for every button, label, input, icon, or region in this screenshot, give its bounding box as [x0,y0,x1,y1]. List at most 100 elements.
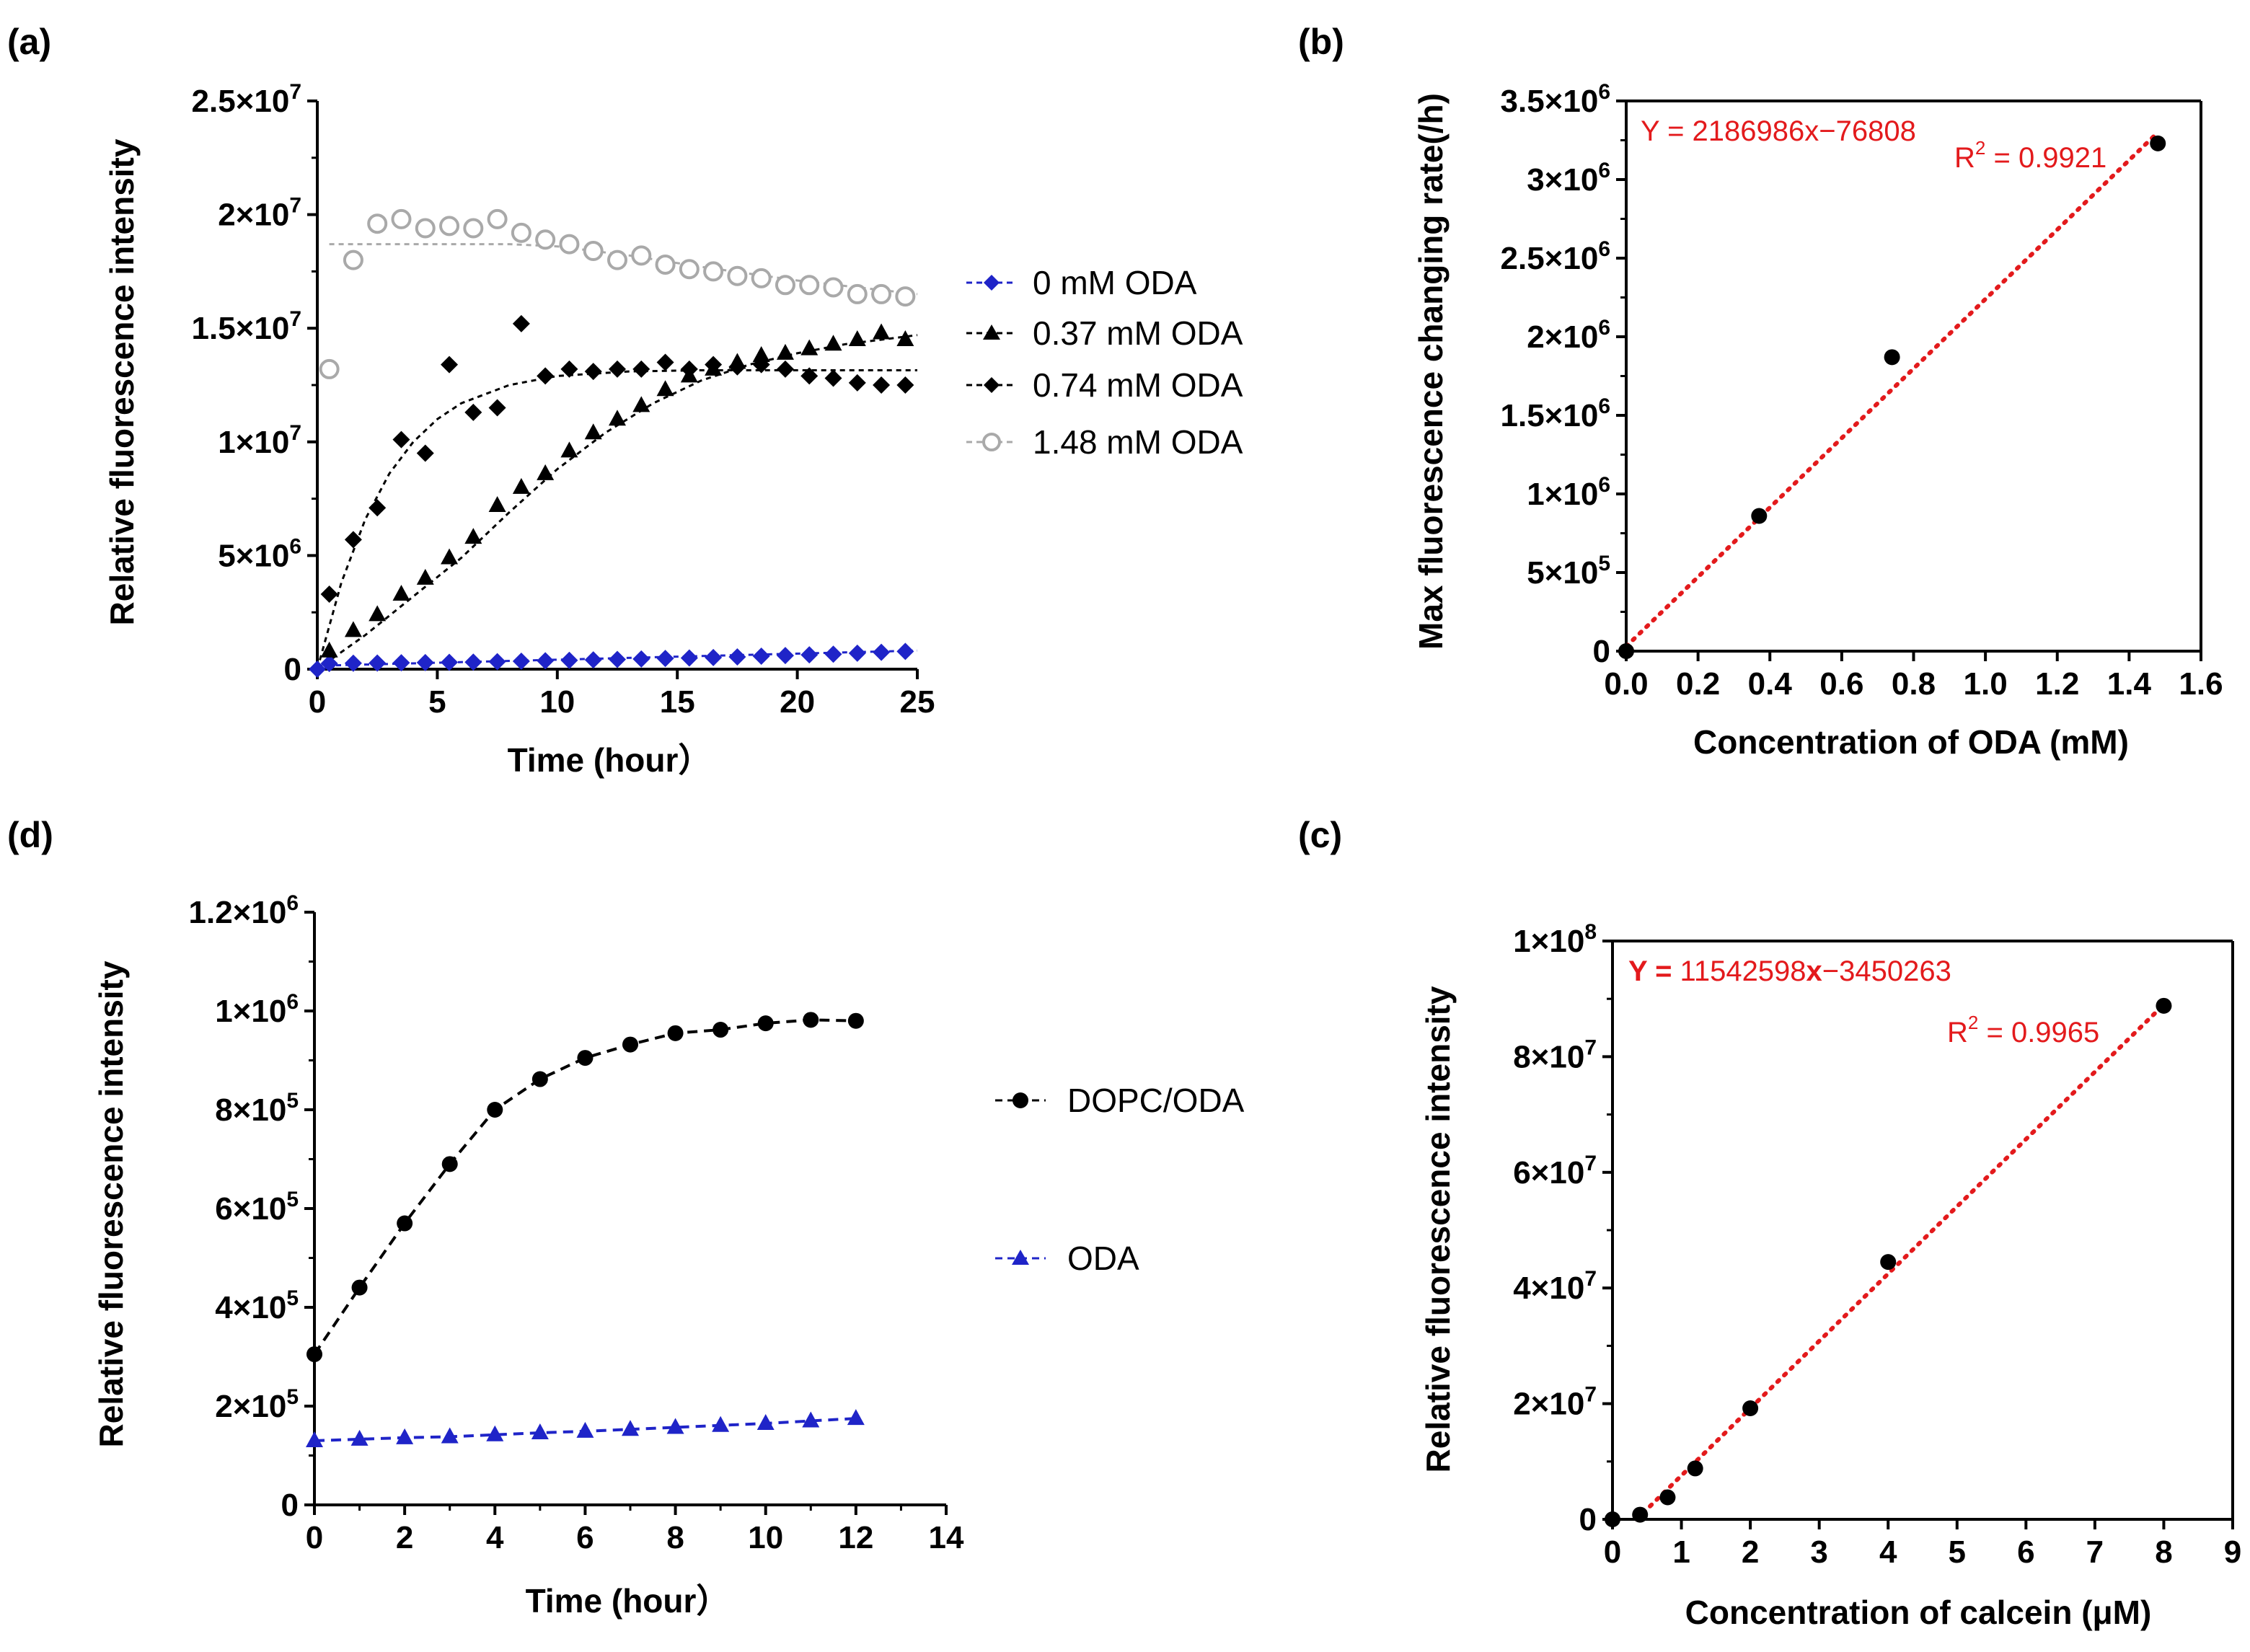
point-a-s0-0 [309,661,326,678]
panel-c-r2-prefix: R [1947,1017,1968,1048]
point-d-s1-0 [306,1431,323,1447]
panel-a-fit-curves [316,243,918,671]
point-d-s1-9 [712,1415,730,1432]
point-a-s3-9 [535,229,556,250]
x-tick-label: 2 [396,1520,413,1555]
point-b-3 [2150,135,2166,151]
x-tick-label: 6 [2017,1534,2034,1570]
legend-a-label-2: 0.74 mM ODA [1033,366,1243,404]
point-a-s3-5 [439,216,460,237]
y-tick-exponent: 6 [286,891,299,915]
point-a-s3-12 [607,249,627,270]
point-d-s1-8 [666,1418,684,1434]
x-tick-label: 4 [1879,1534,1897,1570]
point-d-s1-3 [441,1427,459,1444]
y-tick-label: 2×107 [218,194,301,233]
point-a-s2-14 [656,353,674,371]
panel-d-legend: DOPC/ODA ODA [995,1082,1245,1277]
point-d-s0-12 [847,1012,864,1029]
y-tick-exponent: 5 [286,1188,299,1211]
y-tick-label: 1×107 [218,421,301,460]
point-d-s0-8 [667,1025,684,1041]
point-a-s2-3 [392,430,410,449]
point-a-s0-23 [848,644,866,662]
point-a-s3-6 [463,218,484,239]
legend-a-label-1: 0.37 mM ODA [1033,314,1243,352]
panel-b-r2: R2 = 0.9921 [1954,137,2106,174]
panel-c-data-points [1605,997,2172,1527]
point-a-s0-11 [560,651,578,669]
panel-b-y-ticks: 05×1051×1061.5×1062×1062.5×1063×1063.5×1… [1501,80,1626,669]
point-a-s3-4 [415,218,436,239]
point-a-s2-13 [632,360,650,378]
y-tick-base: 6×10 [215,1191,286,1227]
point-a-s2-15 [680,360,698,378]
point-a-s0-9 [512,652,530,670]
y-tick-label: 5×105 [1527,552,1610,591]
x-tick-label: 8 [666,1520,684,1555]
point-d-s0-5 [531,1071,548,1087]
y-tick-exponent: 7 [1584,1267,1597,1291]
point-a-s0-3 [369,654,387,672]
legend-d-label-0: DOPC/ODA [1067,1082,1245,1119]
point-a-s3-19 [775,275,795,296]
y-tick-base: 5×10 [1527,555,1598,591]
point-a-s1-4 [416,568,434,585]
legend-a-item-0: 0 mM ODA [966,264,1197,301]
point-b-1 [1751,508,1768,524]
panel-a-y-label: Relative fluorescence intensity [103,138,141,625]
x-tick-label: 10 [539,684,575,720]
x-tick-label: 1.2 [2035,666,2079,702]
legend-a-item-2: 0.74 mM ODA [966,366,1243,404]
x-tick-label: 1.0 [1964,666,2008,702]
panel-c-equation: Y = 11542598x−3450263 [1628,955,1951,987]
legend-a-item-3: 1.48 mM ODA [966,423,1243,461]
x-tick-label: 1 [1672,1534,1690,1570]
y-tick-label: 3×106 [1527,159,1610,198]
panel-b-equation: Y = 2186986x−76808 [1641,115,1916,147]
point-a-s2-18 [752,355,770,374]
legend-a-label-0: 0 mM ODA [1033,264,1197,301]
legend-d-marker-0 [1012,1092,1028,1108]
point-a-s1-10 [560,441,578,458]
point-a-s0-18 [728,648,746,666]
point-d-s0-4 [487,1102,503,1118]
point-a-s0-1 [320,655,338,673]
point-a-s2-11 [584,363,602,381]
legend-a-marker-3 [982,433,1001,451]
point-a-s2-7 [488,399,506,417]
point-a-s1-0 [320,641,338,658]
point-a-s2-8 [512,314,530,332]
y-tick-exponent: 7 [1584,1383,1597,1407]
x-tick-label: 8 [2155,1534,2172,1570]
point-a-s0-6 [441,653,459,671]
y-tick-exponent: 7 [289,421,301,445]
point-a-s0-4 [392,654,410,672]
x-tick-label: 0.0 [1604,666,1648,702]
point-a-s1-6 [464,528,482,544]
point-a-s1-22 [848,330,866,346]
point-a-s2-16 [705,355,723,374]
point-a-s3-18 [751,268,772,288]
x-tick-label: 10 [748,1520,783,1555]
x-tick-label: 15 [660,684,695,720]
y-tick-label: 2.5×106 [1501,237,1611,276]
panel-a-x-label: Time (hour） [508,741,712,779]
y-tick-label: 1×106 [1527,473,1610,512]
point-a-s0-21 [800,646,819,664]
legend-a-item-1: 0.37 mM ODA [966,314,1243,352]
fit-line-c [1634,1002,2166,1521]
point-a-s1-14 [656,380,674,397]
point-a-s2-19 [776,360,794,378]
point-a-s3-21 [823,277,844,298]
point-d-s0-10 [757,1015,774,1032]
point-d-s0-11 [803,1012,819,1028]
panel-b-data-points [1618,135,2166,659]
x-tick-label: 0.4 [1748,666,1793,702]
point-a-s0-12 [584,651,602,669]
point-d-s1-5 [531,1423,549,1439]
panel-d-data-points [306,1012,865,1447]
panel-c-y-label: Relative fluorescence intensity [1419,986,1457,1472]
